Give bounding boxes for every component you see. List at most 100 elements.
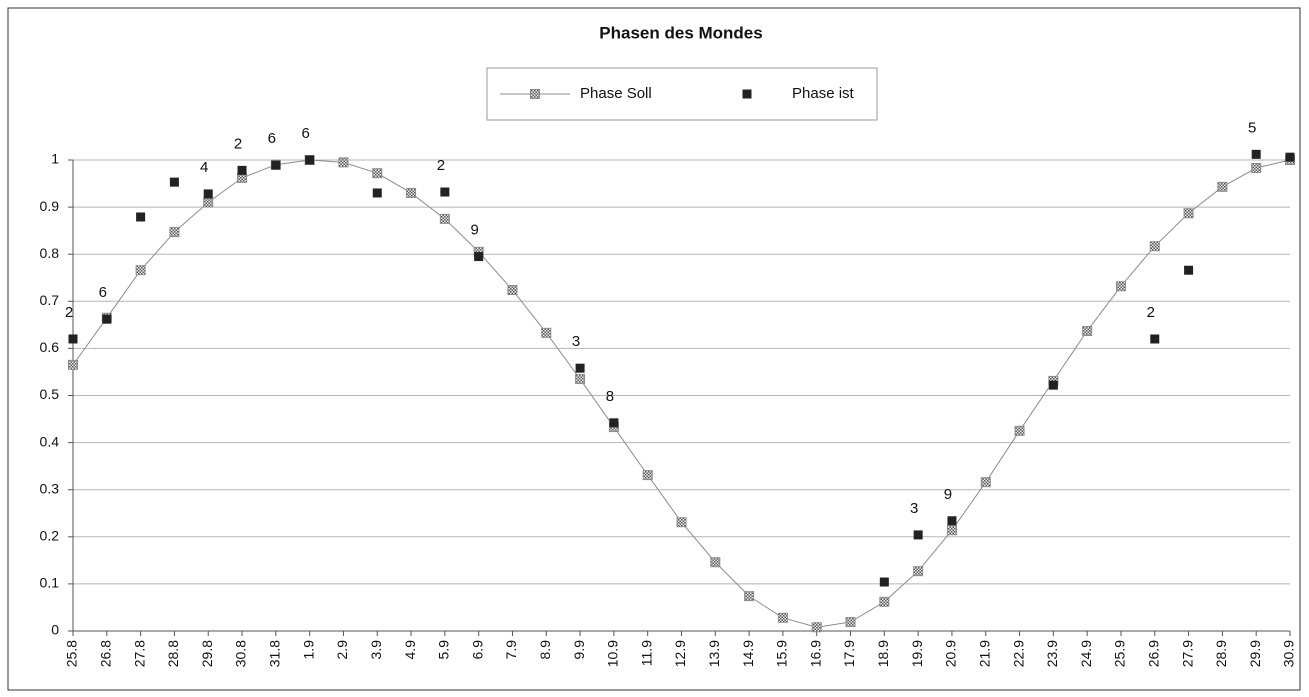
x-tick-label: 10.9 <box>605 640 621 667</box>
y-tick-label: 0.7 <box>40 292 60 308</box>
point <box>777 612 788 623</box>
y-tick-label: 0.9 <box>40 198 60 214</box>
point <box>68 334 78 344</box>
x-tick-label: 31.8 <box>267 640 283 667</box>
point <box>338 157 349 168</box>
annotation: 6 <box>268 130 276 147</box>
point <box>135 265 146 276</box>
point <box>439 213 450 224</box>
point <box>575 374 586 385</box>
point <box>1149 241 1160 252</box>
point <box>507 284 518 295</box>
point <box>169 177 179 187</box>
point <box>474 252 484 262</box>
point <box>102 314 112 324</box>
x-tick-label: 9.9 <box>571 640 587 660</box>
x-tick-label: 22.9 <box>1010 640 1026 667</box>
point <box>1048 380 1058 390</box>
annotation: 9 <box>470 222 478 239</box>
annotation: 3 <box>572 333 580 350</box>
x-tick-label: 29.9 <box>1247 640 1263 667</box>
annotation: 3 <box>910 500 918 517</box>
x-tick-label: 3.9 <box>368 640 384 660</box>
y-tick-label: 0.6 <box>40 339 60 355</box>
point <box>947 516 957 526</box>
x-tick-label: 1.9 <box>300 640 316 660</box>
x-tick-label: 28.9 <box>1213 640 1229 667</box>
x-tick-label: 21.9 <box>976 640 992 667</box>
point <box>1285 152 1295 162</box>
point <box>1115 281 1126 292</box>
x-tick-label: 29.8 <box>199 640 215 667</box>
annotation: 4 <box>200 159 208 176</box>
chart-title: Phasen des Mondes <box>599 23 762 42</box>
point <box>271 160 281 170</box>
point <box>169 227 180 238</box>
y-tick-label: 0.5 <box>40 386 60 402</box>
x-tick-label: 5.9 <box>436 640 452 660</box>
point <box>913 530 923 540</box>
point <box>541 327 552 338</box>
point <box>980 477 991 488</box>
y-tick-label: 0.8 <box>40 245 60 261</box>
point <box>676 517 687 528</box>
x-tick-label: 20.9 <box>943 640 959 667</box>
point <box>203 189 213 199</box>
point <box>136 212 146 222</box>
annotation: 9 <box>944 486 952 503</box>
point <box>609 418 619 428</box>
point <box>440 187 450 197</box>
point <box>642 470 653 481</box>
x-tick-label: 23.9 <box>1044 640 1060 667</box>
point <box>1251 163 1262 174</box>
point <box>744 591 755 602</box>
x-tick-label: 7.9 <box>503 640 519 660</box>
x-tick-label: 18.9 <box>875 640 891 667</box>
x-tick-label: 27.9 <box>1179 640 1195 667</box>
y-tick-label: 0.4 <box>40 433 60 449</box>
point <box>1251 149 1261 159</box>
x-tick-label: 4.9 <box>402 640 418 660</box>
legend-marker <box>530 89 540 99</box>
point <box>1014 425 1025 436</box>
annotation: 2 <box>1147 304 1155 321</box>
legend-marker <box>742 89 752 99</box>
point <box>305 155 315 165</box>
x-tick-label: 19.9 <box>909 640 925 667</box>
annotation: 8 <box>606 388 614 405</box>
y-tick-label: 0.3 <box>40 480 60 496</box>
x-tick-label: 17.9 <box>841 640 857 667</box>
legend-label: Phase ist <box>792 85 855 102</box>
annotation: 2 <box>437 157 445 174</box>
point <box>1183 208 1194 219</box>
x-tick-label: 11.9 <box>638 640 654 666</box>
x-tick-label: 26.8 <box>98 640 114 667</box>
y-tick-label: 1 <box>51 151 59 167</box>
point <box>575 363 585 373</box>
point <box>1217 181 1228 192</box>
point <box>811 622 822 633</box>
point <box>372 168 383 179</box>
x-tick-label: 6.9 <box>469 640 485 660</box>
point <box>845 617 856 628</box>
x-tick-label: 15.9 <box>774 640 790 667</box>
point <box>1150 334 1160 344</box>
chart-frame <box>7 7 1301 691</box>
point <box>203 197 214 208</box>
point <box>913 566 924 577</box>
point <box>1082 325 1093 336</box>
point <box>879 596 890 607</box>
point <box>372 188 382 198</box>
x-tick-label: 25.8 <box>64 640 80 667</box>
y-tick-label: 0.1 <box>40 575 60 591</box>
x-tick-label: 24.9 <box>1078 640 1094 667</box>
y-tick-label: 0.2 <box>40 528 60 544</box>
annotation: 2 <box>65 304 73 321</box>
annotation: 5 <box>1248 119 1256 136</box>
x-tick-label: 30.8 <box>233 640 249 667</box>
point <box>710 557 721 568</box>
x-tick-label: 12.9 <box>672 640 688 667</box>
point <box>946 525 957 536</box>
x-tick-label: 26.9 <box>1145 640 1161 667</box>
